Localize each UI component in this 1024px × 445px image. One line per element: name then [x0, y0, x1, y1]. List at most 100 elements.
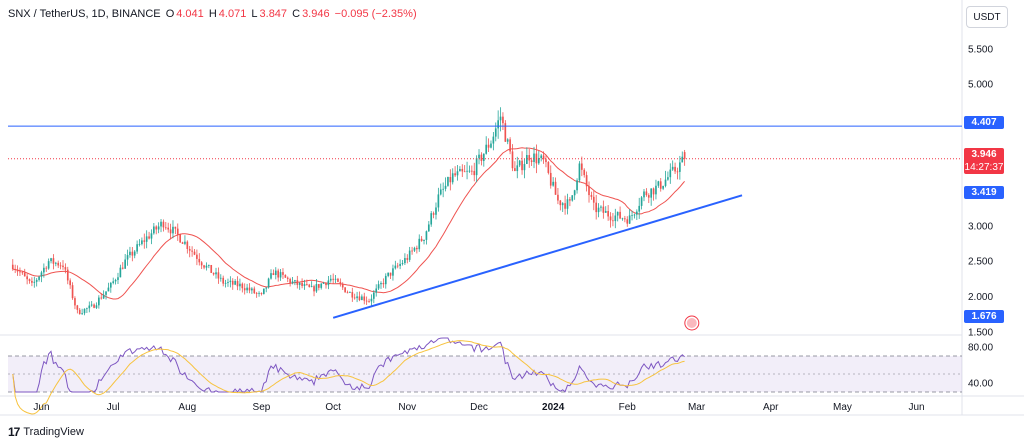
candle [592, 190, 595, 211]
candle-body [547, 162, 550, 173]
candle [626, 216, 629, 227]
candle [389, 272, 392, 279]
candle [468, 165, 471, 173]
rsi-ma-line [12, 340, 685, 415]
candle-body [298, 282, 301, 285]
candle-body [114, 279, 117, 282]
candle [432, 211, 435, 219]
candle [320, 282, 323, 290]
candle-body [485, 144, 488, 154]
candle-body [95, 305, 98, 308]
candle [633, 213, 636, 219]
candle-body [442, 188, 444, 190]
candle [478, 149, 480, 165]
candle [121, 262, 124, 270]
candle-body [69, 280, 72, 286]
candle [583, 168, 586, 178]
candle [52, 254, 55, 270]
candle [322, 281, 325, 285]
candle-body [164, 227, 167, 229]
candle-body [416, 247, 418, 250]
candle-body [74, 298, 76, 306]
candle-body [413, 247, 416, 251]
candle [114, 278, 117, 285]
candle-body [657, 181, 660, 186]
candle [160, 219, 162, 233]
candle-body [580, 163, 583, 170]
time-tick-label: May [833, 402, 852, 413]
candle [325, 282, 327, 289]
candle [427, 221, 430, 232]
candle-body [447, 177, 449, 186]
candle-body [215, 272, 217, 275]
candle [566, 193, 569, 215]
candle [638, 197, 641, 219]
candle-body [76, 305, 79, 310]
candle-body [418, 238, 421, 250]
candle [100, 293, 103, 300]
candle [329, 274, 332, 283]
candle-body [169, 229, 172, 234]
candle [145, 230, 148, 249]
candle [38, 275, 40, 282]
candle-body [597, 207, 600, 213]
candle [148, 231, 150, 240]
candle [243, 283, 246, 295]
candle-body [425, 231, 428, 240]
candle-body [145, 236, 148, 242]
candle-body [45, 267, 48, 269]
candle-body [595, 202, 598, 213]
candle [396, 262, 399, 269]
candle-body [179, 234, 181, 243]
candle [616, 211, 619, 222]
candle-body [320, 283, 323, 288]
candle-body [251, 288, 253, 291]
candle [547, 161, 550, 175]
candle-body [325, 283, 327, 286]
candle-body [272, 273, 275, 276]
candle [423, 239, 425, 245]
event-inner [686, 318, 697, 328]
candle [408, 246, 411, 262]
price-tick-label: 5.000 [968, 80, 993, 91]
candle-body [411, 250, 413, 252]
candle-body [33, 281, 36, 283]
candle [595, 194, 598, 220]
candle-body [83, 308, 86, 314]
close-value: 3.946 [302, 8, 330, 20]
candle [64, 263, 67, 274]
symbol-label[interactable]: SNX / TetherUS, 1D, BINANCE [8, 8, 161, 20]
candle-body [255, 293, 258, 294]
trendline [332, 194, 743, 319]
candle [35, 278, 38, 287]
candle [561, 202, 564, 213]
low-label: L [251, 8, 258, 20]
candle-body [406, 258, 409, 260]
candle-body [394, 265, 397, 269]
candle-body [607, 210, 609, 217]
candle-body [528, 155, 531, 161]
candle [662, 185, 664, 191]
candle [308, 283, 311, 288]
candle [112, 277, 115, 285]
candle-body [533, 153, 535, 162]
candle-body [662, 185, 664, 189]
candle-body [28, 279, 31, 281]
candle [416, 245, 418, 254]
currency-button[interactable]: USDT [966, 6, 1008, 28]
candle [585, 171, 588, 192]
time-tick-label: Oct [325, 402, 341, 413]
candle-body [497, 120, 499, 129]
candle [361, 294, 363, 301]
candle-body [432, 213, 435, 215]
time-tick-label: Feb [619, 402, 637, 413]
candle-body [523, 163, 526, 171]
candle [334, 274, 337, 284]
candle [267, 277, 270, 289]
candle [349, 291, 351, 293]
candle-body [514, 168, 516, 172]
candle [332, 273, 335, 285]
candle [262, 288, 265, 295]
tradingview-brand[interactable]: 17 TradingView [8, 425, 84, 439]
